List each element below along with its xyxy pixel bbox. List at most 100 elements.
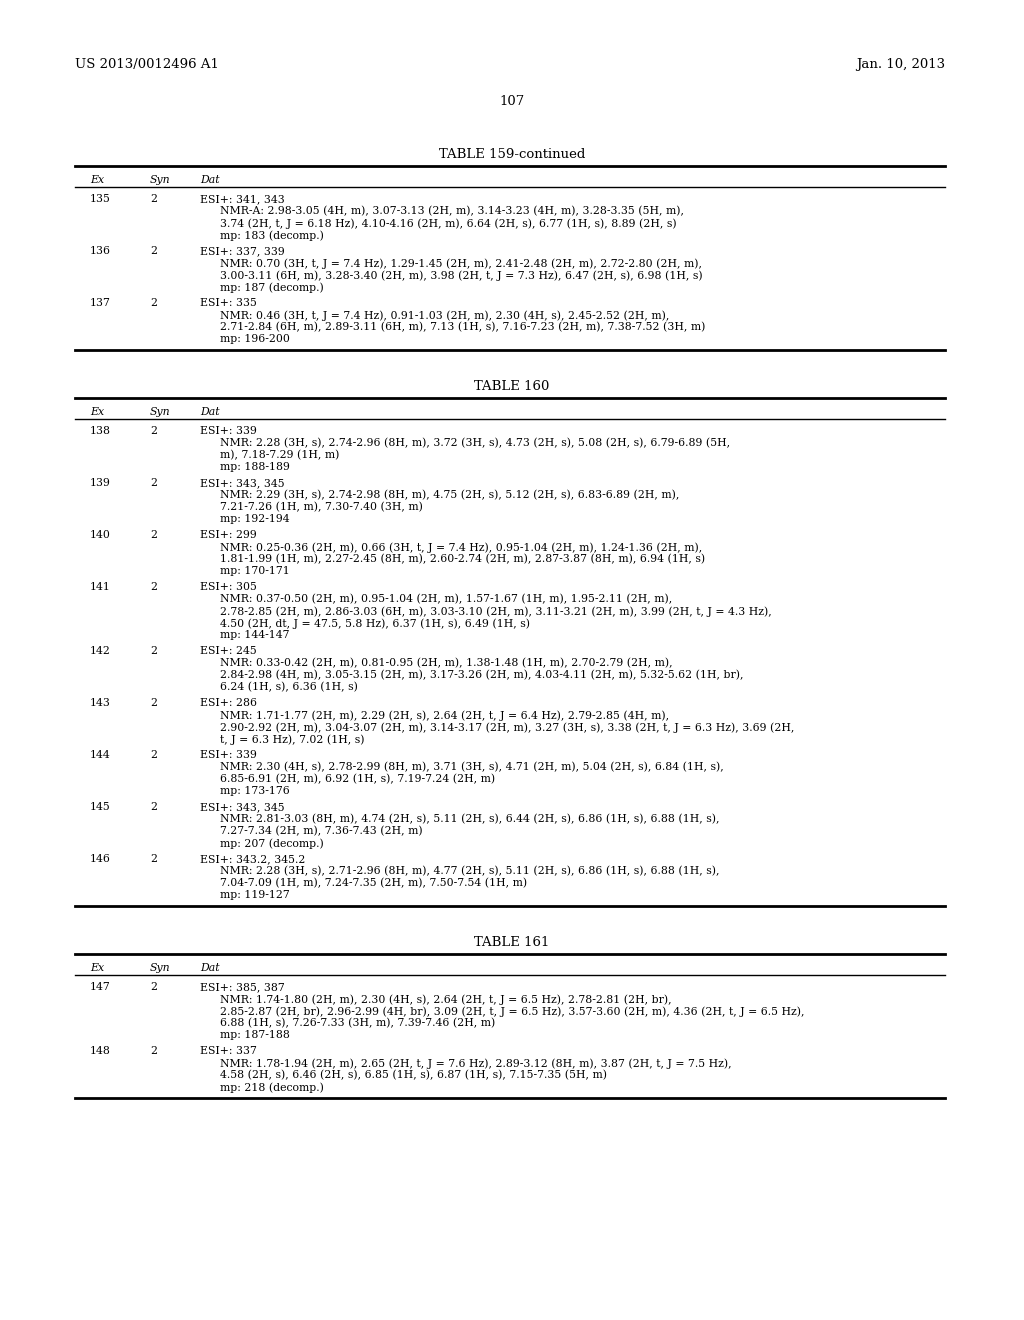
Text: 145: 145 [90,803,111,812]
Text: 6.24 (1H, s), 6.36 (1H, s): 6.24 (1H, s), 6.36 (1H, s) [220,682,357,693]
Text: 2: 2 [150,645,157,656]
Text: mp: 144-147: mp: 144-147 [220,630,290,640]
Text: Ex: Ex [90,176,104,185]
Text: 2: 2 [150,854,157,865]
Text: NMR: 0.25-0.36 (2H, m), 0.66 (3H, t, J = 7.4 Hz), 0.95-1.04 (2H, m), 1.24-1.36 (: NMR: 0.25-0.36 (2H, m), 0.66 (3H, t, J =… [220,543,702,553]
Text: 2: 2 [150,803,157,812]
Text: 2: 2 [150,298,157,308]
Text: 3.00-3.11 (6H, m), 3.28-3.40 (2H, m), 3.98 (2H, t, J = 7.3 Hz), 6.47 (2H, s), 6.: 3.00-3.11 (6H, m), 3.28-3.40 (2H, m), 3.… [220,271,702,281]
Text: 2.78-2.85 (2H, m), 2.86-3.03 (6H, m), 3.03-3.10 (2H, m), 3.11-3.21 (2H, m), 3.99: 2.78-2.85 (2H, m), 2.86-3.03 (6H, m), 3.… [220,606,772,616]
Text: 148: 148 [90,1045,111,1056]
Text: US 2013/0012496 A1: US 2013/0012496 A1 [75,58,219,71]
Text: 6.85-6.91 (2H, m), 6.92 (1H, s), 7.19-7.24 (2H, m): 6.85-6.91 (2H, m), 6.92 (1H, s), 7.19-7.… [220,774,496,784]
Text: 142: 142 [90,645,111,656]
Text: ESI+: 245: ESI+: 245 [200,645,257,656]
Text: 2.90-2.92 (2H, m), 3.04-3.07 (2H, m), 3.14-3.17 (2H, m), 3.27 (3H, s), 3.38 (2H,: 2.90-2.92 (2H, m), 3.04-3.07 (2H, m), 3.… [220,722,795,733]
Text: 143: 143 [90,698,111,708]
Text: NMR: 2.81-3.03 (8H, m), 4.74 (2H, s), 5.11 (2H, s), 6.44 (2H, s), 6.86 (1H, s), : NMR: 2.81-3.03 (8H, m), 4.74 (2H, s), 5.… [220,814,720,825]
Text: 138: 138 [90,426,111,436]
Text: mp: 187-188: mp: 187-188 [220,1030,290,1040]
Text: TABLE 161: TABLE 161 [474,936,550,949]
Text: Jan. 10, 2013: Jan. 10, 2013 [856,58,945,71]
Text: 139: 139 [90,478,111,488]
Text: NMR: 0.70 (3H, t, J = 7.4 Hz), 1.29-1.45 (2H, m), 2.41-2.48 (2H, m), 2.72-2.80 (: NMR: 0.70 (3H, t, J = 7.4 Hz), 1.29-1.45… [220,257,702,268]
Text: 4.50 (2H, dt, J = 47.5, 5.8 Hz), 6.37 (1H, s), 6.49 (1H, s): 4.50 (2H, dt, J = 47.5, 5.8 Hz), 6.37 (1… [220,618,530,628]
Text: mp: 192-194: mp: 192-194 [220,513,290,524]
Text: t, J = 6.3 Hz), 7.02 (1H, s): t, J = 6.3 Hz), 7.02 (1H, s) [220,734,365,744]
Text: 136: 136 [90,246,111,256]
Text: ESI+: 343, 345: ESI+: 343, 345 [200,803,285,812]
Text: NMR: 1.78-1.94 (2H, m), 2.65 (2H, t, J = 7.6 Hz), 2.89-3.12 (8H, m), 3.87 (2H, t: NMR: 1.78-1.94 (2H, m), 2.65 (2H, t, J =… [220,1059,731,1069]
Text: ESI+: 299: ESI+: 299 [200,531,257,540]
Text: mp: 119-127: mp: 119-127 [220,890,290,900]
Text: 7.21-7.26 (1H, m), 7.30-7.40 (3H, m): 7.21-7.26 (1H, m), 7.30-7.40 (3H, m) [220,502,423,512]
Text: 2: 2 [150,478,157,488]
Text: 1.81-1.99 (1H, m), 2.27-2.45 (8H, m), 2.60-2.74 (2H, m), 2.87-3.87 (8H, m), 6.94: 1.81-1.99 (1H, m), 2.27-2.45 (8H, m), 2.… [220,554,706,565]
Text: NMR: 0.33-0.42 (2H, m), 0.81-0.95 (2H, m), 1.38-1.48 (1H, m), 2.70-2.79 (2H, m),: NMR: 0.33-0.42 (2H, m), 0.81-0.95 (2H, m… [220,657,673,668]
Text: 7.27-7.34 (2H, m), 7.36-7.43 (2H, m): 7.27-7.34 (2H, m), 7.36-7.43 (2H, m) [220,826,423,837]
Text: ESI+: 305: ESI+: 305 [200,582,257,591]
Text: 147: 147 [90,982,111,993]
Text: Syn: Syn [150,176,171,185]
Text: m), 7.18-7.29 (1H, m): m), 7.18-7.29 (1H, m) [220,450,339,461]
Text: mp: 170-171: mp: 170-171 [220,566,290,576]
Text: 2.71-2.84 (6H, m), 2.89-3.11 (6H, m), 7.13 (1H, s), 7.16-7.23 (2H, m), 7.38-7.52: 2.71-2.84 (6H, m), 2.89-3.11 (6H, m), 7.… [220,322,706,333]
Text: 140: 140 [90,531,111,540]
Text: mp: 183 (decomp.): mp: 183 (decomp.) [220,230,324,240]
Text: TABLE 160: TABLE 160 [474,380,550,393]
Text: NMR: 1.71-1.77 (2H, m), 2.29 (2H, s), 2.64 (2H, t, J = 6.4 Hz), 2.79-2.85 (4H, m: NMR: 1.71-1.77 (2H, m), 2.29 (2H, s), 2.… [220,710,669,721]
Text: 2: 2 [150,531,157,540]
Text: ESI+: 343, 345: ESI+: 343, 345 [200,478,285,488]
Text: 2: 2 [150,194,157,205]
Text: ESI+: 337: ESI+: 337 [200,1045,257,1056]
Text: 2: 2 [150,982,157,993]
Text: Dat: Dat [200,964,219,973]
Text: Syn: Syn [150,407,171,417]
Text: mp: 188-189: mp: 188-189 [220,462,290,473]
Text: NMR: 2.29 (3H, s), 2.74-2.98 (8H, m), 4.75 (2H, s), 5.12 (2H, s), 6.83-6.89 (2H,: NMR: 2.29 (3H, s), 2.74-2.98 (8H, m), 4.… [220,490,679,500]
Text: mp: 207 (decomp.): mp: 207 (decomp.) [220,838,324,849]
Text: mp: 173-176: mp: 173-176 [220,785,290,796]
Text: NMR: 0.37-0.50 (2H, m), 0.95-1.04 (2H, m), 1.57-1.67 (1H, m), 1.95-2.11 (2H, m),: NMR: 0.37-0.50 (2H, m), 0.95-1.04 (2H, m… [220,594,672,605]
Text: mp: 196-200: mp: 196-200 [220,334,290,345]
Text: ESI+: 339: ESI+: 339 [200,426,257,436]
Text: 2: 2 [150,426,157,436]
Text: ESI+: 335: ESI+: 335 [200,298,257,308]
Text: ESI+: 343.2, 345.2: ESI+: 343.2, 345.2 [200,854,305,865]
Text: NMR: 2.28 (3H, s), 2.74-2.96 (8H, m), 3.72 (3H, s), 4.73 (2H, s), 5.08 (2H, s), : NMR: 2.28 (3H, s), 2.74-2.96 (8H, m), 3.… [220,438,730,449]
Text: 7.04-7.09 (1H, m), 7.24-7.35 (2H, m), 7.50-7.54 (1H, m): 7.04-7.09 (1H, m), 7.24-7.35 (2H, m), 7.… [220,878,527,888]
Text: 2: 2 [150,582,157,591]
Text: 144: 144 [90,750,111,760]
Text: 2: 2 [150,246,157,256]
Text: 2: 2 [150,698,157,708]
Text: 135: 135 [90,194,111,205]
Text: ESI+: 337, 339: ESI+: 337, 339 [200,246,285,256]
Text: 146: 146 [90,854,111,865]
Text: 141: 141 [90,582,111,591]
Text: Ex: Ex [90,407,104,417]
Text: Dat: Dat [200,176,219,185]
Text: mp: 218 (decomp.): mp: 218 (decomp.) [220,1082,324,1093]
Text: ESI+: 286: ESI+: 286 [200,698,257,708]
Text: 2: 2 [150,750,157,760]
Text: 137: 137 [90,298,111,308]
Text: 6.88 (1H, s), 7.26-7.33 (3H, m), 7.39-7.46 (2H, m): 6.88 (1H, s), 7.26-7.33 (3H, m), 7.39-7.… [220,1018,496,1028]
Text: 2: 2 [150,1045,157,1056]
Text: 107: 107 [500,95,524,108]
Text: ESI+: 339: ESI+: 339 [200,750,257,760]
Text: 4.58 (2H, s), 6.46 (2H, s), 6.85 (1H, s), 6.87 (1H, s), 7.15-7.35 (5H, m): 4.58 (2H, s), 6.46 (2H, s), 6.85 (1H, s)… [220,1071,607,1080]
Text: NMR: 2.30 (4H, s), 2.78-2.99 (8H, m), 3.71 (3H, s), 4.71 (2H, m), 5.04 (2H, s), : NMR: 2.30 (4H, s), 2.78-2.99 (8H, m), 3.… [220,762,724,772]
Text: 3.74 (2H, t, J = 6.18 Hz), 4.10-4.16 (2H, m), 6.64 (2H, s), 6.77 (1H, s), 8.89 (: 3.74 (2H, t, J = 6.18 Hz), 4.10-4.16 (2H… [220,218,677,228]
Text: NMR: 1.74-1.80 (2H, m), 2.30 (4H, s), 2.64 (2H, t, J = 6.5 Hz), 2.78-2.81 (2H, b: NMR: 1.74-1.80 (2H, m), 2.30 (4H, s), 2.… [220,994,672,1005]
Text: NMR-A: 2.98-3.05 (4H, m), 3.07-3.13 (2H, m), 3.14-3.23 (4H, m), 3.28-3.35 (5H, m: NMR-A: 2.98-3.05 (4H, m), 3.07-3.13 (2H,… [220,206,684,216]
Text: 2.85-2.87 (2H, br), 2.96-2.99 (4H, br), 3.09 (2H, t, J = 6.5 Hz), 3.57-3.60 (2H,: 2.85-2.87 (2H, br), 2.96-2.99 (4H, br), … [220,1006,805,1016]
Text: ESI+: 385, 387: ESI+: 385, 387 [200,982,285,993]
Text: Syn: Syn [150,964,171,973]
Text: Ex: Ex [90,964,104,973]
Text: NMR: 0.46 (3H, t, J = 7.4 Hz), 0.91-1.03 (2H, m), 2.30 (4H, s), 2.45-2.52 (2H, m: NMR: 0.46 (3H, t, J = 7.4 Hz), 0.91-1.03… [220,310,670,321]
Text: Dat: Dat [200,407,219,417]
Text: ESI+: 341, 343: ESI+: 341, 343 [200,194,285,205]
Text: 2.84-2.98 (4H, m), 3.05-3.15 (2H, m), 3.17-3.26 (2H, m), 4.03-4.11 (2H, m), 5.32: 2.84-2.98 (4H, m), 3.05-3.15 (2H, m), 3.… [220,671,743,680]
Text: NMR: 2.28 (3H, s), 2.71-2.96 (8H, m), 4.77 (2H, s), 5.11 (2H, s), 6.86 (1H, s), : NMR: 2.28 (3H, s), 2.71-2.96 (8H, m), 4.… [220,866,720,876]
Text: mp: 187 (decomp.): mp: 187 (decomp.) [220,282,324,293]
